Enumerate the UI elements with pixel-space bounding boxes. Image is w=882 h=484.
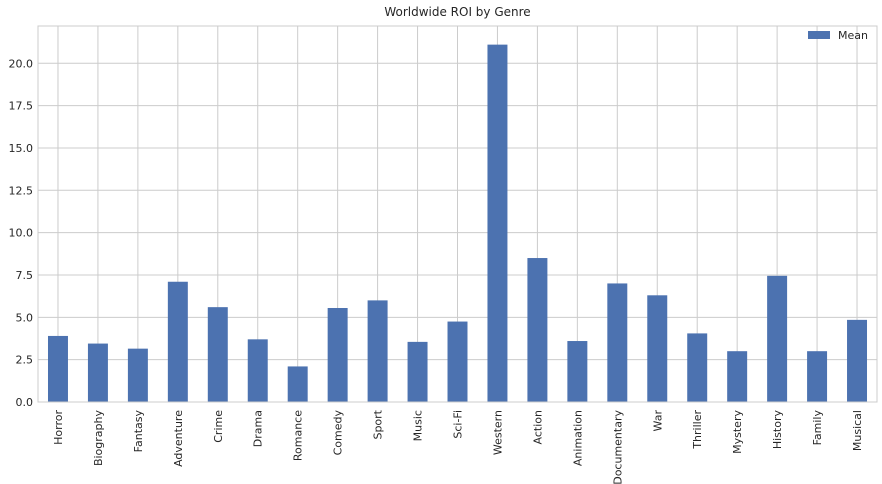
x-tick-label: Sport <box>372 409 385 439</box>
bar-family <box>807 351 828 402</box>
legend: Mean <box>808 29 868 42</box>
bar-adventure <box>167 281 188 402</box>
bar-sci-fi <box>447 321 468 402</box>
legend-swatch <box>808 31 830 39</box>
y-tick-label: 12.5 <box>9 184 34 197</box>
chart-title: Worldwide ROI by Genre <box>384 5 530 19</box>
x-tick-label: Musical <box>851 410 864 451</box>
x-tick-label: Horror <box>52 410 65 445</box>
bar-war <box>647 295 668 402</box>
bar-animation <box>567 341 588 402</box>
x-tick-label: Biography <box>92 410 105 467</box>
bar-musical <box>847 319 868 402</box>
x-tick-label: War <box>651 410 664 432</box>
bar-history <box>767 275 788 402</box>
bar-biography <box>87 343 108 402</box>
bar-drama <box>247 339 268 402</box>
y-tick-label: 2.5 <box>16 354 34 367</box>
y-tick-label: 7.5 <box>16 269 34 282</box>
y-tick-label: 10.0 <box>9 227 34 240</box>
x-tick-label: Comedy <box>332 410 345 456</box>
plot-frame <box>37 25 878 403</box>
bar-sport <box>367 300 388 402</box>
x-tick-label: Fantasy <box>132 410 145 453</box>
bar-comedy <box>327 308 348 402</box>
x-tick-label: Thriller <box>691 410 704 450</box>
y-tick-label: 20.0 <box>9 57 34 70</box>
x-tick-label: Western <box>491 410 504 455</box>
bar-music <box>407 341 428 402</box>
legend-label: Mean <box>838 29 868 42</box>
x-tick-label: Sci-Fi <box>452 410 465 439</box>
x-axis-ticks: Horror Biography Fantasy Adventure Crime Dram… <box>52 409 864 484</box>
y-axis-ticks: 0.0 2.5 5.0 7.5 10.0 12.5 15.0 17.5 20.0 <box>9 57 34 409</box>
bars <box>47 44 868 403</box>
bar-horror <box>47 335 68 402</box>
bar-thriller <box>687 333 708 402</box>
y-tick-label: 5.0 <box>16 311 34 324</box>
x-tick-label: Action <box>531 410 544 444</box>
y-tick-label: 17.5 <box>9 100 34 113</box>
bar-western <box>487 44 508 403</box>
x-tick-label: History <box>771 410 784 450</box>
x-tick-label: Family <box>811 410 824 446</box>
bar-crime <box>207 307 228 402</box>
bar-action <box>527 258 548 402</box>
y-tick-label: 0.0 <box>16 396 34 409</box>
bar-romance <box>287 366 308 402</box>
x-tick-label: Adventure <box>172 410 185 467</box>
y-tick-label: 15.0 <box>9 142 34 155</box>
x-tick-label: Drama <box>252 410 265 447</box>
x-tick-label: Crime <box>212 410 225 443</box>
x-tick-label: Romance <box>292 410 305 461</box>
bar-mystery <box>727 351 748 402</box>
x-tick-label: Music <box>412 410 425 441</box>
x-tick-label: Documentary <box>611 410 624 484</box>
bar-fantasy <box>127 348 148 402</box>
x-tick-label: Mystery <box>731 410 744 454</box>
x-tick-label: Animation <box>571 410 584 466</box>
bar-documentary <box>607 283 628 402</box>
